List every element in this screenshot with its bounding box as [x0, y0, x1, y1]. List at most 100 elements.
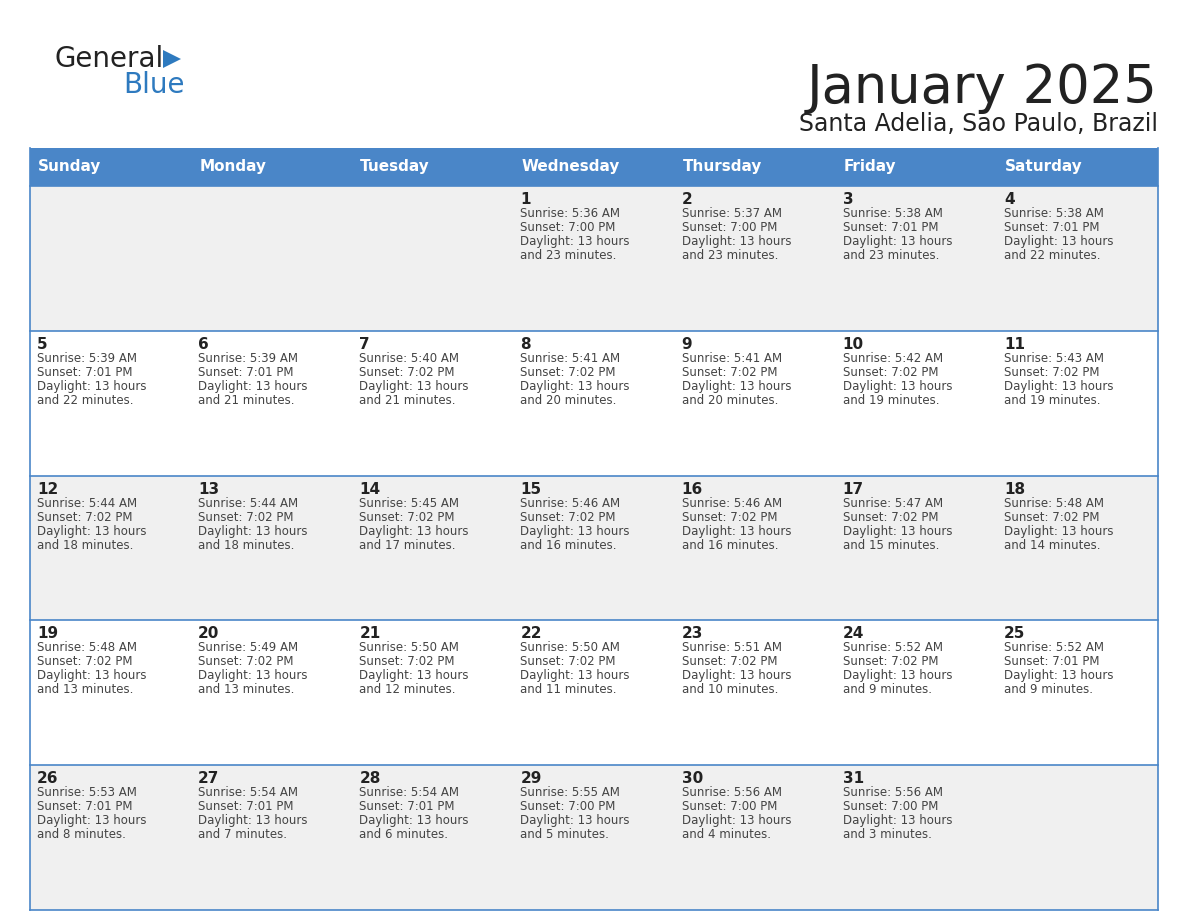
Bar [675, 148, 835, 186]
Text: and 21 minutes.: and 21 minutes. [198, 394, 295, 407]
Text: and 12 minutes.: and 12 minutes. [359, 683, 456, 697]
Text: and 4 minutes.: and 4 minutes. [682, 828, 771, 841]
Text: Sunset: 7:00 PM: Sunset: 7:00 PM [842, 800, 939, 813]
Text: and 17 minutes.: and 17 minutes. [359, 539, 456, 552]
Text: Sunset: 7:01 PM: Sunset: 7:01 PM [37, 800, 133, 813]
Polygon shape [163, 50, 181, 68]
Text: Sunset: 7:01 PM: Sunset: 7:01 PM [1004, 655, 1099, 668]
Text: 23: 23 [682, 626, 703, 642]
Text: 19: 19 [37, 626, 58, 642]
Text: 8: 8 [520, 337, 531, 352]
Text: 18: 18 [1004, 482, 1025, 497]
Text: Daylight: 13 hours: Daylight: 13 hours [359, 524, 469, 538]
Text: and 21 minutes.: and 21 minutes. [359, 394, 456, 407]
Text: Sunset: 7:02 PM: Sunset: 7:02 PM [842, 510, 939, 523]
Text: Sunset: 7:02 PM: Sunset: 7:02 PM [520, 365, 615, 379]
Bar [835, 148, 997, 186]
Text: Monday: Monday [200, 160, 266, 174]
Text: Daylight: 13 hours: Daylight: 13 hours [198, 669, 308, 682]
Text: Daylight: 13 hours: Daylight: 13 hours [1004, 235, 1113, 248]
Text: Sunset: 7:01 PM: Sunset: 7:01 PM [37, 365, 133, 379]
Text: Sunday: Sunday [38, 160, 101, 174]
Text: Sunrise: 5:37 AM: Sunrise: 5:37 AM [682, 207, 782, 220]
Text: General: General [55, 45, 164, 73]
Text: Sunset: 7:02 PM: Sunset: 7:02 PM [37, 510, 133, 523]
Text: Sunset: 7:02 PM: Sunset: 7:02 PM [1004, 510, 1099, 523]
Text: Sunrise: 5:50 AM: Sunrise: 5:50 AM [520, 642, 620, 655]
Text: Thursday: Thursday [683, 160, 762, 174]
Text: Sunrise: 5:48 AM: Sunrise: 5:48 AM [1004, 497, 1104, 509]
Text: Sunset: 7:02 PM: Sunset: 7:02 PM [37, 655, 133, 668]
Text: and 23 minutes.: and 23 minutes. [520, 249, 617, 262]
Text: Sunrise: 5:41 AM: Sunrise: 5:41 AM [520, 352, 620, 364]
Text: Daylight: 13 hours: Daylight: 13 hours [520, 380, 630, 393]
Text: Daylight: 13 hours: Daylight: 13 hours [682, 380, 791, 393]
Text: Wednesday: Wednesday [522, 160, 620, 174]
Text: Sunrise: 5:45 AM: Sunrise: 5:45 AM [359, 497, 460, 509]
Text: and 18 minutes.: and 18 minutes. [37, 539, 133, 552]
Text: 15: 15 [520, 482, 542, 497]
Text: Sunrise: 5:41 AM: Sunrise: 5:41 AM [682, 352, 782, 364]
Text: 13: 13 [198, 482, 220, 497]
Text: 26: 26 [37, 771, 58, 786]
Text: Sunset: 7:02 PM: Sunset: 7:02 PM [198, 510, 293, 523]
Text: January 2025: January 2025 [807, 62, 1158, 114]
Text: 25: 25 [1004, 626, 1025, 642]
Text: and 14 minutes.: and 14 minutes. [1004, 539, 1100, 552]
Text: Sunrise: 5:44 AM: Sunrise: 5:44 AM [198, 497, 298, 509]
Text: and 10 minutes.: and 10 minutes. [682, 683, 778, 697]
Text: Sunset: 7:02 PM: Sunset: 7:02 PM [682, 510, 777, 523]
Text: Sunrise: 5:46 AM: Sunrise: 5:46 AM [682, 497, 782, 509]
Text: Daylight: 13 hours: Daylight: 13 hours [520, 669, 630, 682]
Text: and 22 minutes.: and 22 minutes. [37, 394, 133, 407]
Text: Sunrise: 5:52 AM: Sunrise: 5:52 AM [842, 642, 943, 655]
Text: Daylight: 13 hours: Daylight: 13 hours [1004, 380, 1113, 393]
Text: 22: 22 [520, 626, 542, 642]
Text: and 15 minutes.: and 15 minutes. [842, 539, 939, 552]
Text: Daylight: 13 hours: Daylight: 13 hours [198, 524, 308, 538]
Text: and 19 minutes.: and 19 minutes. [1004, 394, 1100, 407]
Text: Sunrise: 5:56 AM: Sunrise: 5:56 AM [682, 786, 782, 800]
Text: 6: 6 [198, 337, 209, 352]
Text: Sunset: 7:01 PM: Sunset: 7:01 PM [198, 365, 293, 379]
Bar [353, 148, 513, 186]
Text: 20: 20 [198, 626, 220, 642]
Text: and 23 minutes.: and 23 minutes. [842, 249, 939, 262]
Text: Daylight: 13 hours: Daylight: 13 hours [842, 524, 953, 538]
Text: Daylight: 13 hours: Daylight: 13 hours [37, 380, 146, 393]
Text: and 9 minutes.: and 9 minutes. [842, 683, 931, 697]
Text: Sunset: 7:00 PM: Sunset: 7:00 PM [520, 800, 615, 813]
Text: Sunrise: 5:42 AM: Sunrise: 5:42 AM [842, 352, 943, 364]
Text: Sunrise: 5:38 AM: Sunrise: 5:38 AM [1004, 207, 1104, 220]
Text: and 6 minutes.: and 6 minutes. [359, 828, 448, 841]
Bar [30, 186, 1158, 330]
Text: and 8 minutes.: and 8 minutes. [37, 828, 126, 841]
Text: Sunset: 7:02 PM: Sunset: 7:02 PM [520, 510, 615, 523]
Text: 27: 27 [198, 771, 220, 786]
Text: Sunset: 7:02 PM: Sunset: 7:02 PM [359, 365, 455, 379]
Text: 16: 16 [682, 482, 703, 497]
Text: and 5 minutes.: and 5 minutes. [520, 828, 609, 841]
Text: and 11 minutes.: and 11 minutes. [520, 683, 617, 697]
Text: Sunrise: 5:38 AM: Sunrise: 5:38 AM [842, 207, 942, 220]
Text: Sunrise: 5:44 AM: Sunrise: 5:44 AM [37, 497, 137, 509]
Text: and 18 minutes.: and 18 minutes. [198, 539, 295, 552]
Text: Daylight: 13 hours: Daylight: 13 hours [359, 814, 469, 827]
Text: Daylight: 13 hours: Daylight: 13 hours [37, 814, 146, 827]
Text: 28: 28 [359, 771, 380, 786]
Text: Sunrise: 5:39 AM: Sunrise: 5:39 AM [37, 352, 137, 364]
Text: Daylight: 13 hours: Daylight: 13 hours [520, 524, 630, 538]
Text: Daylight: 13 hours: Daylight: 13 hours [1004, 524, 1113, 538]
Text: Sunset: 7:01 PM: Sunset: 7:01 PM [359, 800, 455, 813]
Text: Sunset: 7:02 PM: Sunset: 7:02 PM [198, 655, 293, 668]
Text: Sunrise: 5:46 AM: Sunrise: 5:46 AM [520, 497, 620, 509]
Text: Sunrise: 5:48 AM: Sunrise: 5:48 AM [37, 642, 137, 655]
Text: Santa Adelia, Sao Paulo, Brazil: Santa Adelia, Sao Paulo, Brazil [800, 112, 1158, 136]
Text: Sunrise: 5:43 AM: Sunrise: 5:43 AM [1004, 352, 1104, 364]
Text: Daylight: 13 hours: Daylight: 13 hours [359, 380, 469, 393]
Text: Daylight: 13 hours: Daylight: 13 hours [520, 235, 630, 248]
Text: Daylight: 13 hours: Daylight: 13 hours [682, 669, 791, 682]
Text: Sunrise: 5:53 AM: Sunrise: 5:53 AM [37, 786, 137, 800]
Text: Daylight: 13 hours: Daylight: 13 hours [842, 380, 953, 393]
Text: 7: 7 [359, 337, 369, 352]
